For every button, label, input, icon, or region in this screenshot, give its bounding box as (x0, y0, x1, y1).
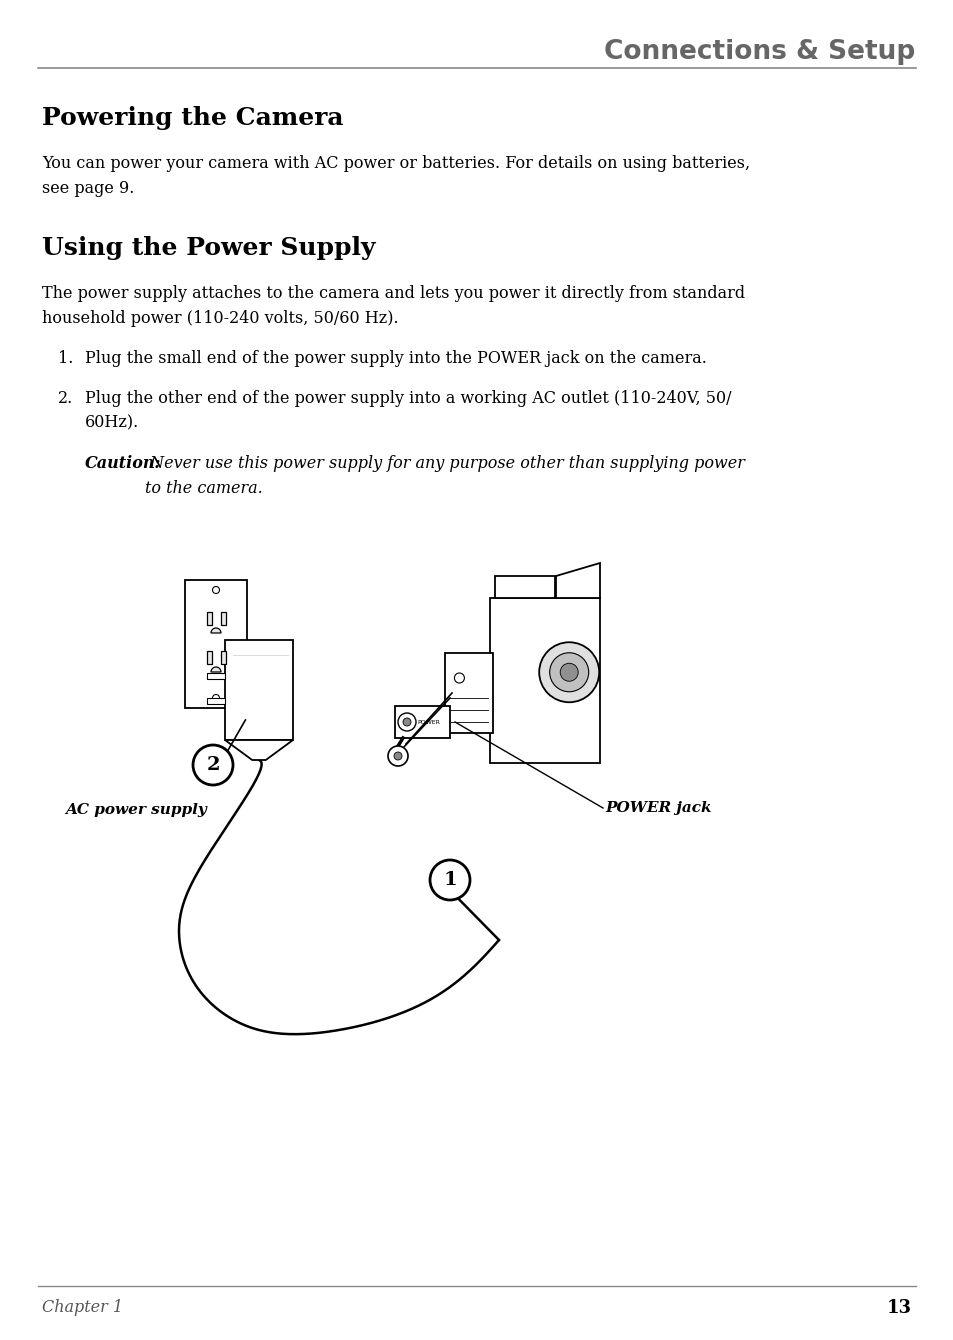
Text: Using the Power Supply: Using the Power Supply (42, 236, 375, 260)
Text: POWER: POWER (416, 720, 439, 725)
Circle shape (397, 713, 416, 732)
Circle shape (559, 663, 578, 681)
Polygon shape (225, 740, 293, 760)
Text: AC power supply: AC power supply (65, 803, 207, 817)
Bar (444, 653, 493, 733)
Text: You can power your camera with AC power or batteries. For details on using batte: You can power your camera with AC power … (42, 155, 749, 197)
Text: 13: 13 (886, 1298, 911, 1317)
Bar (225, 641, 293, 740)
Circle shape (394, 752, 401, 760)
Circle shape (549, 653, 588, 691)
Text: Plug the other end of the power supply into a working AC outlet (110-240V, 50/
6: Plug the other end of the power supply i… (85, 390, 731, 431)
Bar (495, 576, 555, 598)
Bar (221, 651, 226, 665)
Circle shape (538, 642, 598, 702)
Text: 1.: 1. (58, 350, 73, 367)
Bar (221, 612, 226, 624)
Circle shape (402, 718, 411, 726)
Polygon shape (556, 563, 599, 598)
Circle shape (213, 587, 219, 594)
Wedge shape (211, 667, 221, 671)
Text: Connections & Setup: Connections & Setup (603, 39, 914, 66)
Text: POWER jack: POWER jack (604, 801, 711, 815)
Text: Caution:: Caution: (85, 456, 161, 472)
Circle shape (388, 746, 408, 766)
Text: Plug the small end of the power supply into the POWER jack on the camera.: Plug the small end of the power supply i… (85, 350, 706, 367)
Bar (207, 651, 212, 665)
Circle shape (430, 860, 470, 900)
Text: 1: 1 (442, 871, 456, 888)
Text: 2.: 2. (58, 390, 73, 407)
Circle shape (193, 745, 233, 785)
Bar (490, 598, 599, 762)
Bar (207, 698, 225, 704)
Wedge shape (211, 628, 221, 632)
Circle shape (454, 673, 464, 683)
Text: 2: 2 (206, 756, 219, 775)
Bar (207, 673, 225, 679)
Bar (185, 580, 247, 708)
Text: The power supply attaches to the camera and lets you power it directly from stan: The power supply attaches to the camera … (42, 285, 744, 327)
Bar (207, 612, 212, 624)
Circle shape (213, 694, 219, 702)
Text: Never use this power supply for any purpose other than supplying power
to the ca: Never use this power supply for any purp… (145, 456, 744, 497)
Text: Powering the Camera: Powering the Camera (42, 106, 343, 130)
Bar (395, 706, 450, 738)
Text: Chapter 1: Chapter 1 (42, 1300, 123, 1316)
